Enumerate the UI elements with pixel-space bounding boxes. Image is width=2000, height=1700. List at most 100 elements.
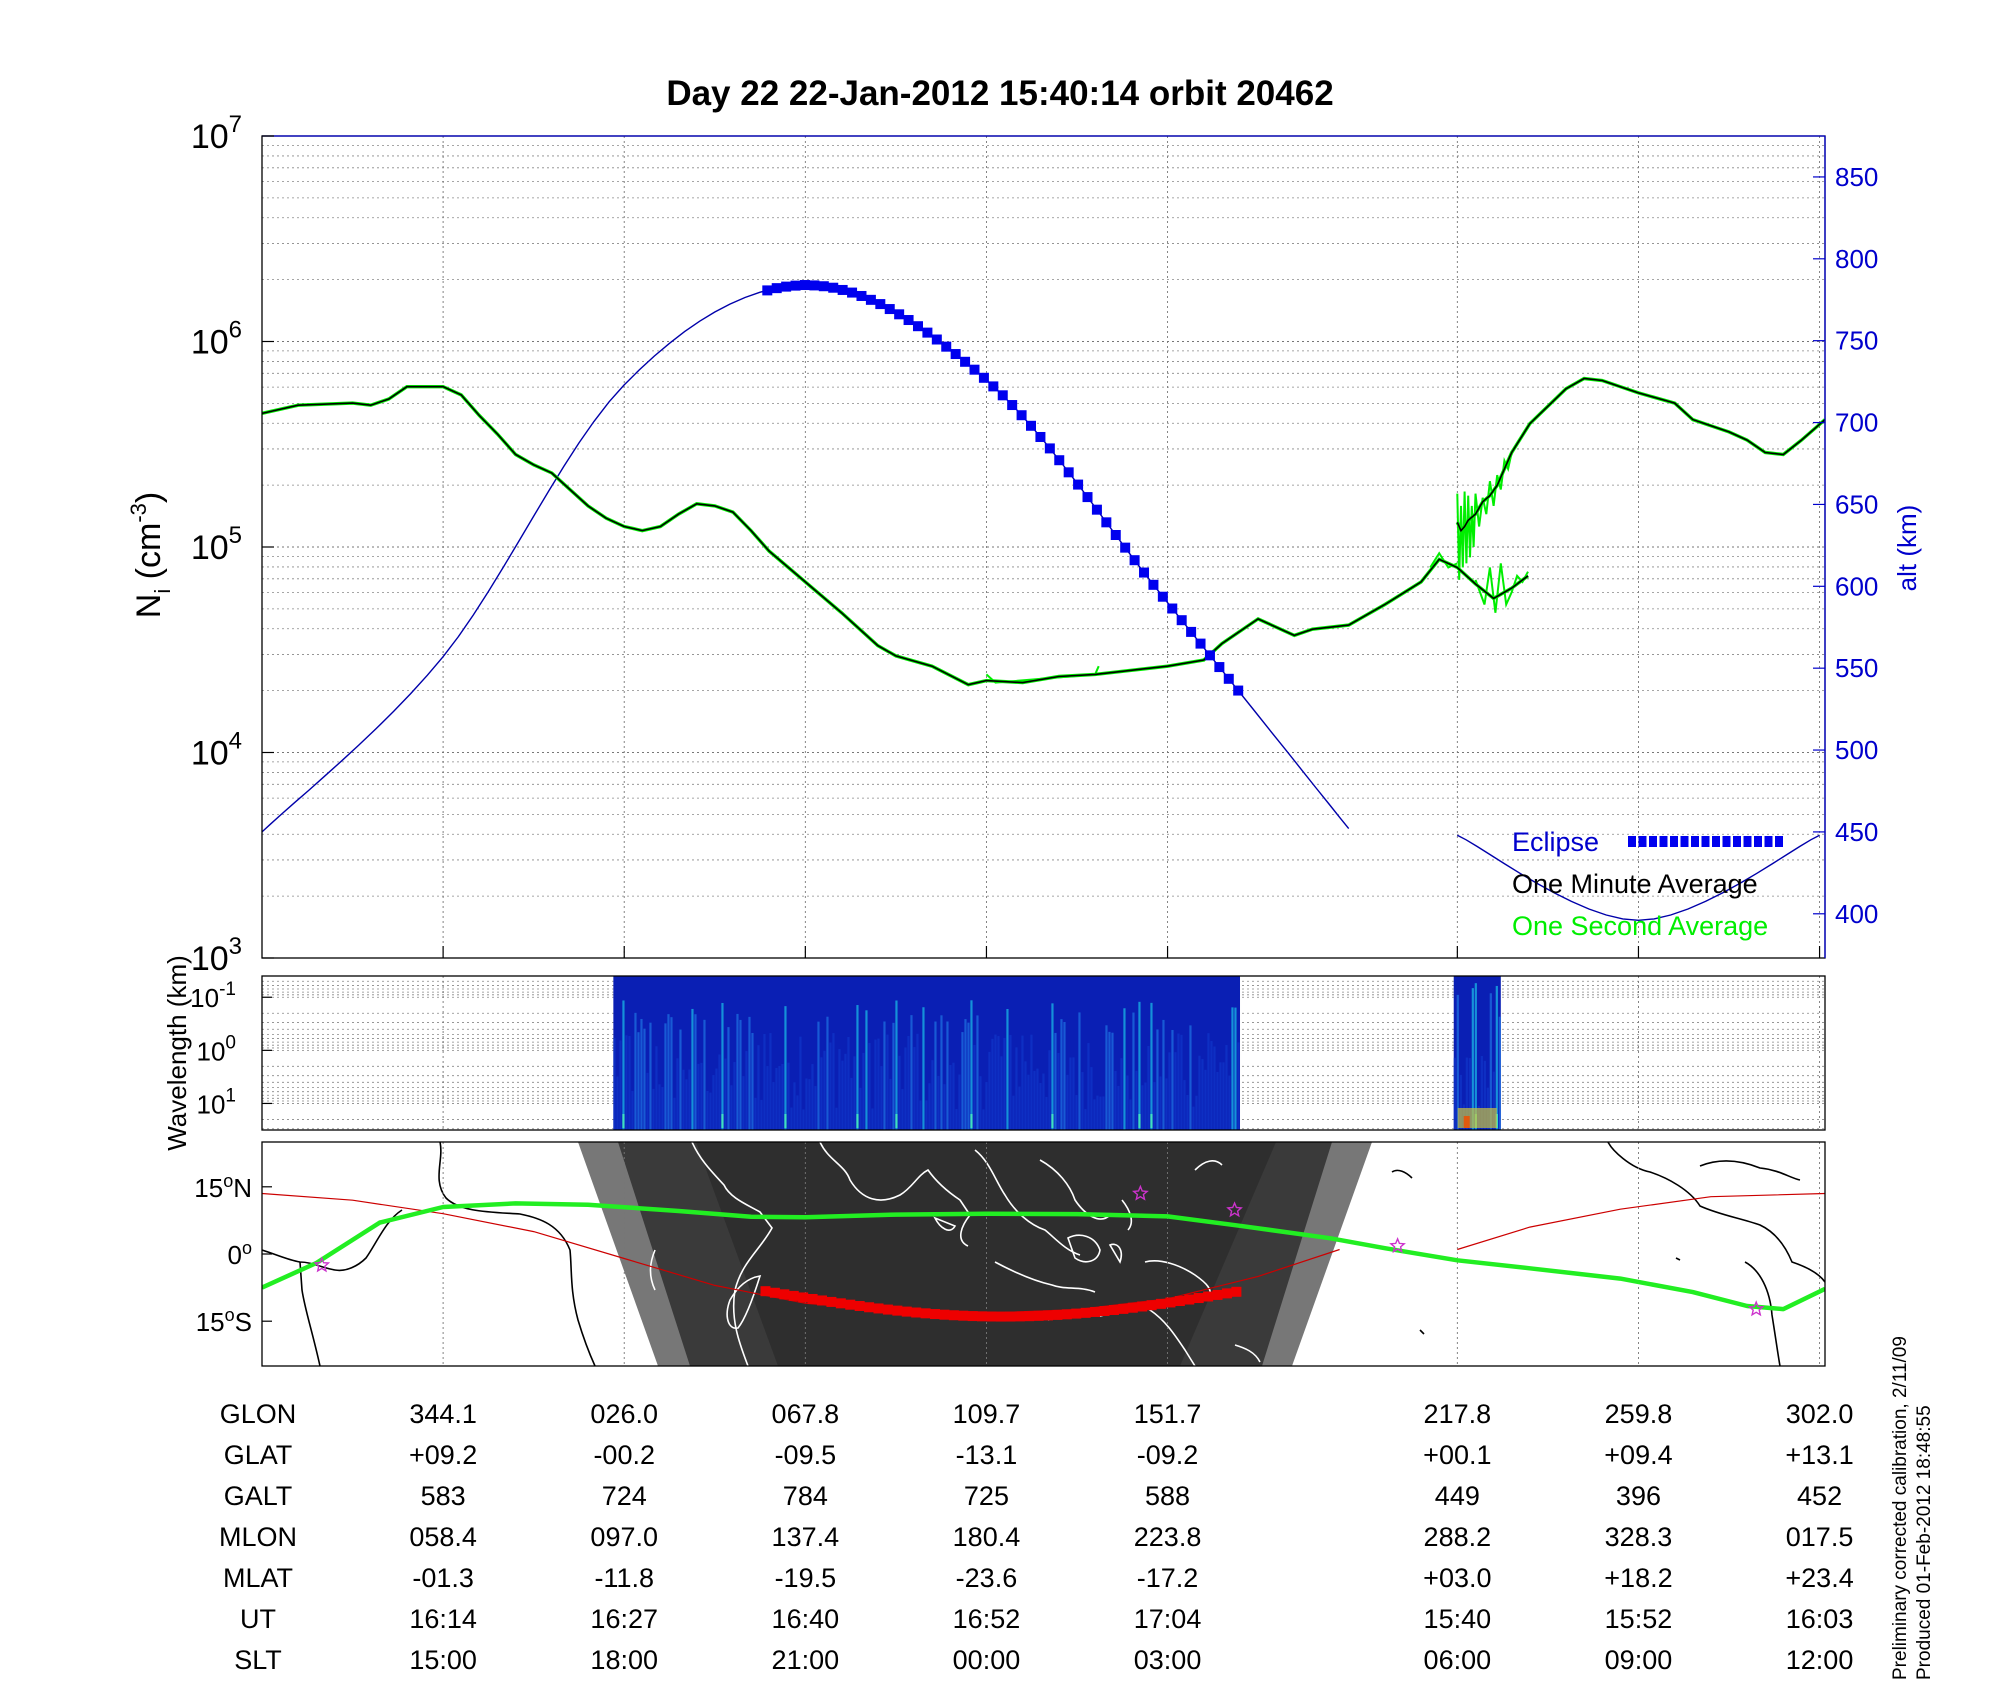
star-marker [1389,1237,1406,1254]
galapagos [1675,1257,1681,1261]
eclipse-marker [847,287,858,298]
eclipse-marker [1214,662,1225,673]
eclipse-track-marker [1099,1306,1110,1317]
china-coast [1039,1159,1111,1220]
spectrogram-streak [1183,1080,1186,1130]
spectrogram-streak [1168,1052,1171,1130]
tick-base: 10 [191,735,229,773]
spectrogram-streak [991,1038,994,1130]
spectrogram-streak [1453,1057,1456,1130]
y2-tick-label: 400 [1835,899,1878,929]
spectrogram-streak [1003,1037,1006,1130]
legend-eclipse-marker [1701,836,1710,847]
spectrogram-streak [802,1109,805,1130]
coastlines-day [262,1142,1825,1366]
spectrogram-streak [970,1000,973,1130]
sumatra-java [994,1261,1096,1293]
spectrogram-streak [862,1052,865,1130]
magnetic-equator [1457,1192,1825,1251]
eclipse-marker [828,282,839,293]
eclipse-track-marker [911,1307,922,1318]
eclipse-marker [931,334,942,345]
spectrogram-streak [886,1034,889,1130]
spectrogram-streak [1135,1070,1138,1130]
y-tick-label: 104 [191,728,242,773]
spectrogram-streak [739,1019,742,1130]
ephemeris-cell: 784 [783,1481,828,1511]
spectrogram-hot [895,1114,898,1128]
degree-mark: o [225,1305,235,1325]
eclipse-track-marker [779,1289,790,1300]
spectrogram-streak [916,1033,919,1130]
south-america-coast [262,1209,403,1272]
spectrogram-streak [1153,1082,1156,1130]
spectrogram-streak [1132,1012,1135,1130]
ephemeris-cell: 328.3 [1605,1522,1673,1552]
ephemeris-cell: 15:40 [1424,1604,1492,1634]
eclipse-track-marker [1005,1311,1016,1322]
eclipse-marker [1157,591,1168,602]
eclipse-marker [818,281,829,292]
spectrogram-streak [1216,1071,1219,1130]
spectrogram-streak [691,1008,694,1130]
spectrogram-streak [859,1087,862,1130]
spectrogram-streak [1045,1096,1048,1130]
spectrogram-streak [724,1058,727,1130]
eclipse-marker [1110,530,1121,541]
eclipse-track-marker [807,1293,818,1304]
eclipse-track-marker [958,1310,969,1321]
spectrogram-streak [931,1060,934,1130]
legend-eclipse-marker [1670,836,1678,847]
spectrogram-streak [1480,1055,1483,1130]
legend-eclipse-marker [1628,836,1636,847]
ephemeris-cell: 15:52 [1605,1604,1673,1634]
spectrogram-streak [985,1082,988,1130]
eclipse-marker [997,390,1008,401]
ephemeris-cell: 058.4 [409,1522,477,1552]
spectrogram-streak [901,1089,904,1130]
y-tick-label: 106 [191,317,242,362]
spectrogram-streak [766,1066,769,1130]
eclipse-track-marker [854,1301,865,1312]
spectrogram-streak [625,1035,628,1130]
star-marker [1131,1184,1149,1201]
tick-base: 10 [190,983,219,1013]
spectrogram-streak [1036,1068,1039,1130]
ephemeris-cell: 16:14 [409,1604,477,1634]
spectrogram-hot [1495,1114,1498,1128]
spectrogram-streak [1456,994,1459,1130]
ephemeris-cell: 396 [1616,1481,1661,1511]
produced-note: Produced 01-Feb-2012 18:48:55 [1914,1405,1935,1680]
spectrogram-streak [976,1015,979,1130]
altitude-line [1456,834,1820,922]
ephemeris-cell: 180.4 [953,1522,1021,1552]
eclipse-marker [1233,685,1244,696]
ephemeris-cell: 15:00 [409,1645,477,1675]
spectrogram-streak [1123,1008,1126,1130]
wavelength-frame [261,975,1826,1131]
ephemeris-cell: 217.8 [1424,1399,1492,1429]
spectrogram-streak [1147,1045,1150,1130]
lat-value: 15 [194,1173,223,1203]
map-tracks [262,1192,1825,1322]
ephemeris-cell: +00.1 [1423,1440,1491,1470]
eclipse-marker [912,321,923,332]
ephemeris-cell: -01.3 [412,1563,474,1593]
spectrogram-streak [1027,1074,1030,1130]
spectrogram-streak [1024,1061,1027,1130]
spectrogram-streak [1000,1056,1003,1130]
tick-exp: 0 [225,1032,236,1053]
spectrogram-streak [790,1107,793,1130]
india-coast [819,1142,971,1247]
spectrogram-streak [958,1074,961,1130]
density-ylabel: Ni (cm-3) [126,492,175,618]
eclipse-track-marker [1090,1306,1101,1317]
eclipse-marker [1120,542,1131,553]
spectrogram-streak [1057,1053,1060,1130]
spectrogram-streak [847,1036,850,1130]
spectrogram-hot [1463,1116,1470,1128]
spectrogram-streak [718,1054,721,1130]
legend-eclipse-swatch [1628,836,1783,847]
lat-value: 15 [196,1307,225,1337]
